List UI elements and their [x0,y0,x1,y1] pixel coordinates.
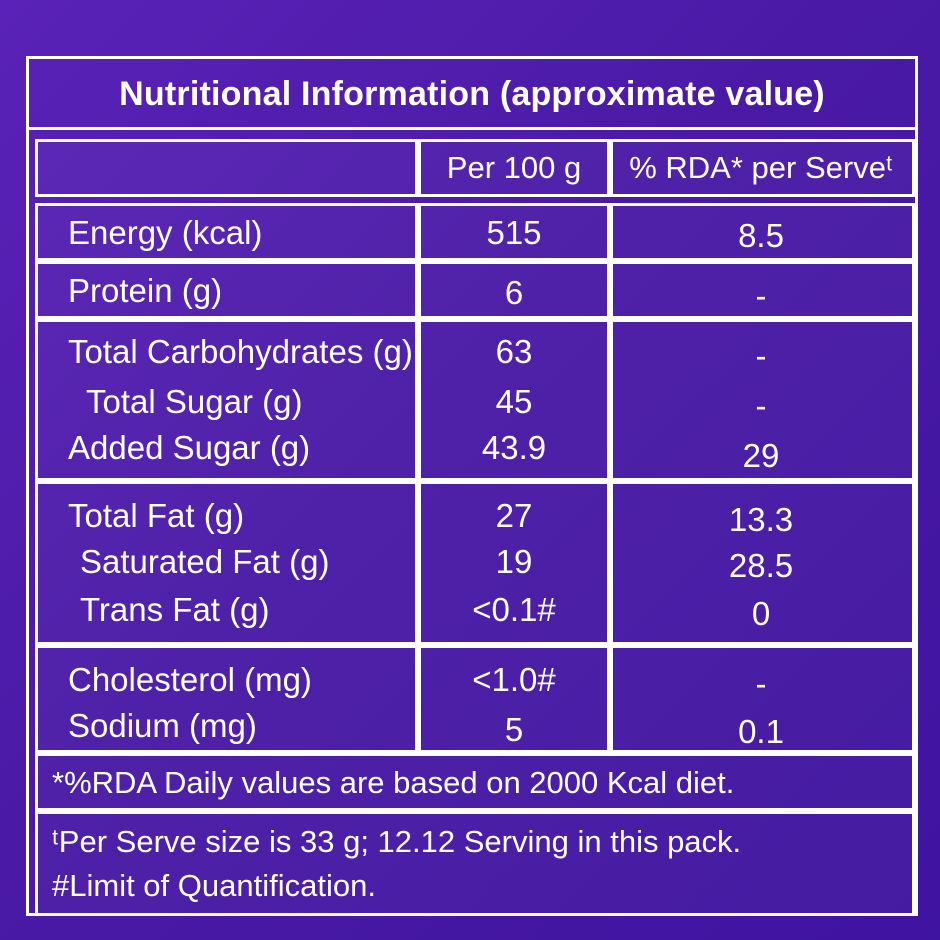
sugar-per100: 45 [495,383,533,420]
chol-rda-cell: - 0.1 [607,645,915,753]
fat-rda: 13.3 [728,501,794,538]
header-per100-cell: Per 100 g [415,139,613,197]
header-per100: Per 100 g [446,150,582,185]
trans-fat-rda: 0 [751,595,771,632]
protein-rda: - [755,277,767,314]
cholesterol-rda: - [755,665,767,702]
fat-rda-cell: 13.3 28.5 0 [607,481,915,645]
energy-label: Energy (kcal) [68,214,263,251]
energy-label-cell: Energy (kcal) [35,203,421,261]
sat-fat-rda: 28.5 [728,547,794,584]
sat-fat-label: Saturated Fat (g) [80,543,330,580]
sugar-rda: - [755,387,767,424]
sugar-label: Total Sugar (g) [86,383,303,420]
protein-label-cell: Protein (g) [35,261,421,319]
carbs-label: Total Carbohydrates (g) [68,333,413,370]
energy-per100: 515 [486,214,542,251]
fat-label-cell: Total Fat (g) Saturated Fat (g) Trans Fa… [35,481,421,645]
rda-note: *%RDA Daily values are based on 2000 Kca… [52,765,735,800]
cholesterol-label: Cholesterol (mg) [68,661,312,698]
protein-label: Protein (g) [68,272,223,309]
carbs-rda: - [755,337,767,374]
energy-rda-cell: 8.5 [607,203,915,261]
title-row: Nutritional Information (approximate val… [29,59,915,130]
loq-note: #Limit of Quantification. [52,868,376,903]
carbs-label-cell: Total Carbohydrates (g) Total Sugar (g) … [35,319,421,481]
chol-label-cell: Cholesterol (mg) Sodium (mg) [35,645,421,753]
protein-rda-cell: - [607,261,915,319]
carbs-per100: 63 [495,333,533,370]
header-rda: % RDA* per Serveᵗ [629,150,893,185]
carbs-rda-cell: - - 29 [607,319,915,481]
energy-per100-cell: 515 [415,203,613,261]
added-sugar-per100: 43.9 [481,429,547,466]
carbs-per100-cell: 63 45 43.9 [415,319,613,481]
trans-fat-per100: <0.1# [472,591,556,628]
added-sugar-label: Added Sugar (g) [68,429,311,466]
fat-label: Total Fat (g) [68,497,245,534]
added-sugar-rda: 29 [742,437,780,474]
protein-per100-cell: 6 [415,261,613,319]
fat-per100: 27 [495,497,533,534]
energy-rda: 8.5 [738,217,784,254]
chol-per100-cell: <1.0# 5 [415,645,613,753]
header-rda-cell: % RDA* per Serveᵗ [607,139,915,197]
nutrition-table: Nutritional Information (approximate val… [26,56,918,916]
sat-fat-per100: 19 [495,543,533,580]
serve-note: ᵗPer Serve size is 33 g; 12.12 Serving i… [52,824,742,859]
rda-note-cell: *%RDA Daily values are based on 2000 Kca… [35,753,915,811]
cholesterol-per100: <1.0# [472,661,556,698]
fat-per100-cell: 27 19 <0.1# [415,481,613,645]
sodium-label: Sodium (mg) [68,707,257,744]
header-empty-cell [35,139,421,197]
footnotes-cell: ᵗPer Serve size is 33 g; 12.12 Serving i… [35,811,915,913]
sodium-rda: 0.1 [738,713,784,750]
table-title: Nutritional Information (approximate val… [119,75,825,113]
protein-per100: 6 [504,274,524,311]
trans-fat-label: Trans Fat (g) [80,591,270,628]
sodium-per100: 5 [504,711,524,748]
